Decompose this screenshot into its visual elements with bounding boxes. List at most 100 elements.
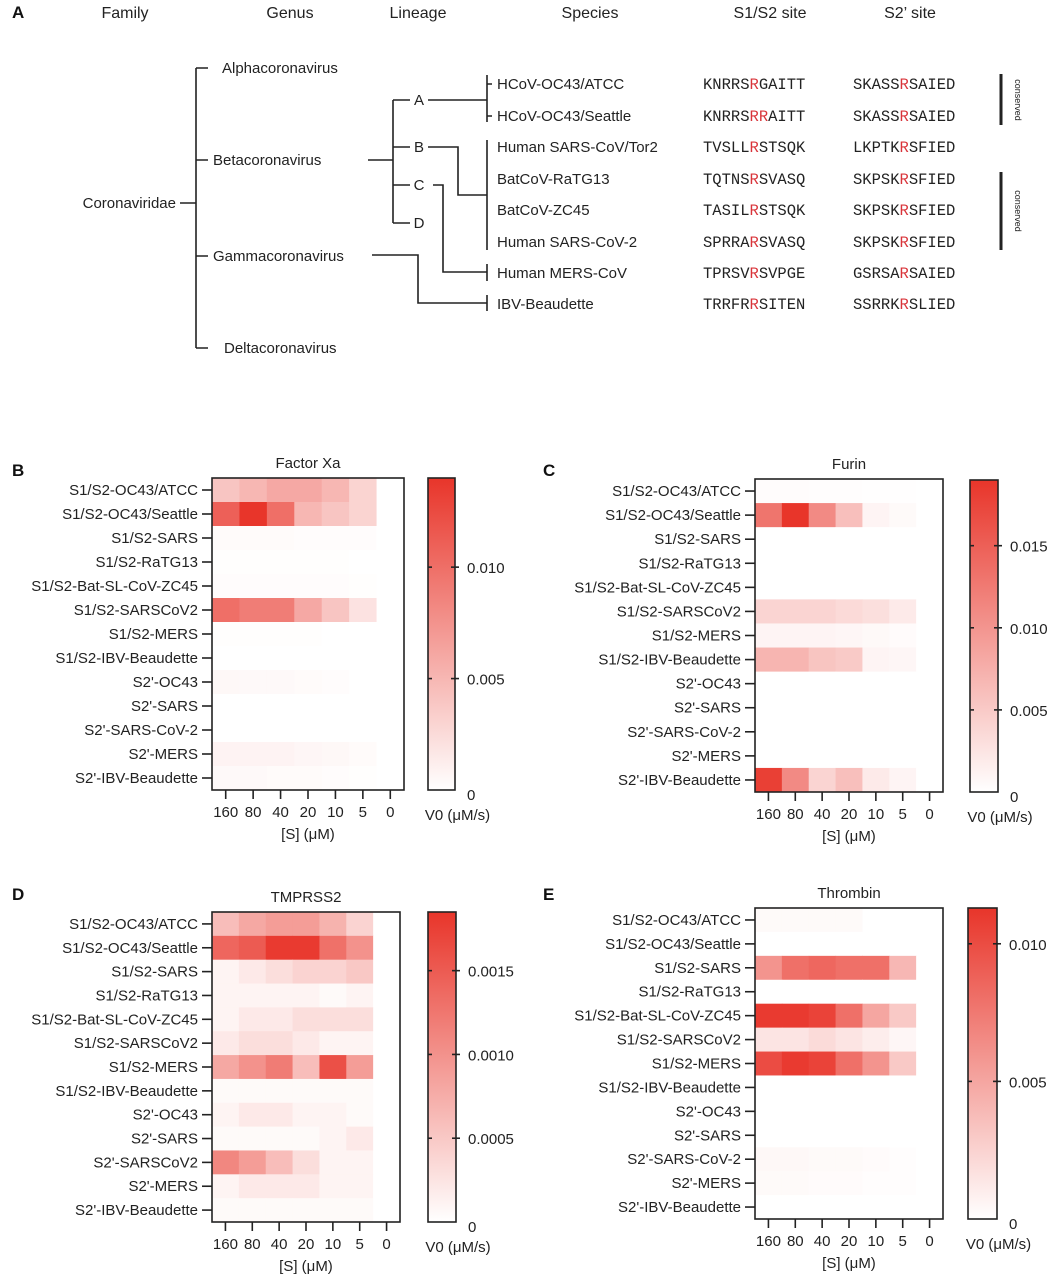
heatmap-cell	[239, 574, 268, 599]
s1s2-sequence: TPRSVRSVPGE	[703, 265, 805, 283]
heatmap-cell	[808, 551, 837, 576]
row-label: S2'-SARS	[674, 700, 741, 717]
species-name: Human MERS-CoV	[497, 265, 627, 282]
heatmap-cell	[239, 526, 268, 551]
cleavage-residue: R	[900, 265, 909, 283]
heatmap-cell	[755, 1099, 783, 1124]
heatmap-cell	[889, 551, 917, 576]
heatmap-cell	[212, 622, 240, 647]
phylogenetic-tree	[180, 67, 492, 349]
heatmap-cell	[266, 646, 295, 671]
heatmap-cell	[346, 959, 374, 985]
header-lineage: Lineage	[390, 5, 447, 22]
cleavage-residue: R	[750, 265, 759, 283]
heatmap-cell	[916, 955, 944, 981]
heatmap-cell	[808, 743, 837, 769]
heatmap-cell	[346, 1102, 374, 1128]
heatmap-cell	[916, 575, 944, 600]
heatmap-cell	[294, 526, 323, 551]
heatmap-cell	[781, 623, 810, 649]
heatmap-cell	[755, 1195, 783, 1220]
heatmap-cell	[862, 599, 890, 624]
colorbar-tick-label: 0	[468, 1219, 476, 1236]
colorbar-tick-label: 0.015	[1010, 539, 1048, 556]
heatmap-cell	[373, 1126, 401, 1151]
heatmap-cell	[239, 694, 268, 719]
conserved-label: conserved	[1013, 190, 1023, 232]
panel-a: A Family Genus Lineage Species S1/S2 sit…	[12, 3, 1023, 357]
heatmap-cell	[238, 1198, 267, 1223]
s1s2-sequence: SPRRARSVASQ	[703, 234, 805, 252]
heatmap-cell	[292, 1055, 320, 1080]
heatmap-factor-xa: B Factor Xa S1/S2-OC43/ATCC S1/S2-OC43/Seat…	[12, 455, 505, 843]
heatmap-cell	[294, 550, 323, 575]
colorbar-tick-label: 0.0015	[468, 964, 514, 981]
heatmap-cell	[862, 503, 890, 528]
heatmap-cell	[889, 955, 917, 981]
heatmap-cell	[916, 479, 944, 504]
x-tick-label: 80	[244, 1236, 261, 1253]
heatmap-cell	[373, 1078, 401, 1104]
heatmap-cell	[862, 979, 890, 1005]
lineage-label: B	[414, 139, 424, 156]
heatmap-cell	[238, 959, 267, 985]
heatmap-cell	[212, 742, 240, 767]
heatmap-cell	[862, 931, 890, 957]
header-s2prime-site: S2’ site	[884, 5, 936, 22]
heatmap-cell	[265, 1007, 294, 1032]
heatmap-cell	[212, 1174, 240, 1199]
heatmap-cell	[808, 767, 837, 793]
row-label: S1/S2-OC43/ATCC	[69, 482, 198, 499]
heatmap-cell	[862, 527, 890, 552]
row-label: S1/S2-SARSCoV2	[74, 1035, 198, 1052]
heatmap-cell	[835, 647, 863, 673]
x-tick-label: 0	[386, 804, 394, 821]
s1s2-sequence: TASILRSTSQK	[703, 202, 806, 220]
heatmap-cell	[755, 623, 783, 649]
heatmap-cell	[346, 1126, 374, 1151]
heatmap-cell	[376, 646, 405, 671]
s2prime-sequence: SKASSRSAIED	[853, 76, 955, 94]
heatmap-cell	[376, 622, 405, 647]
row-label: S2'-MERS	[128, 746, 198, 763]
heatmap-cell	[321, 598, 350, 623]
row-label: S1/S2-Bat-SL-CoV-ZC45	[31, 578, 198, 595]
heatmap-cell	[266, 718, 295, 743]
x-tick-label: 20	[841, 1233, 858, 1250]
heatmap-cell	[862, 623, 890, 649]
heatmap-cell	[889, 1195, 917, 1220]
species-name: BatCoV-RaTG13	[497, 171, 610, 188]
heatmap-cell	[346, 1174, 374, 1199]
colorbar-label: V0 (μM/s)	[967, 809, 1032, 826]
heatmap-cell	[835, 551, 863, 576]
heatmap-cell	[835, 1147, 863, 1172]
panel-letter: E	[543, 885, 554, 904]
heatmap-cell	[292, 1102, 320, 1128]
heatmap-cell	[212, 912, 240, 937]
heatmap-cell	[835, 695, 863, 721]
colorbar-tick-label: 0.0005	[468, 1131, 514, 1148]
heatmap-cell	[755, 647, 783, 673]
heatmap-cell	[889, 1027, 917, 1053]
header-genus: Genus	[266, 5, 313, 22]
heatmap-cell	[781, 1123, 810, 1148]
cleavage-residue: R	[900, 296, 909, 314]
s2prime-sequence: SKPSKRSFIED	[853, 171, 955, 189]
heatmap-cell	[835, 979, 863, 1005]
genus-label: Deltacoronavirus	[224, 340, 337, 357]
heatmap-cell	[373, 1007, 401, 1032]
row-label: S1/S2-OC43/ATCC	[69, 916, 198, 933]
sequence-part: TASIL	[703, 202, 750, 220]
heatmap-cell	[916, 503, 944, 528]
heatmap-cell	[755, 695, 783, 721]
heatmap-cell	[294, 670, 323, 695]
x-tick-label: 40	[814, 1233, 831, 1250]
heatmap-cell	[292, 1078, 320, 1104]
heatmap-cell	[349, 574, 378, 599]
heatmap-cell	[294, 742, 323, 767]
heatmap-cell	[373, 935, 401, 961]
header-family: Family	[101, 5, 148, 22]
heatmap-cell	[781, 955, 810, 981]
heatmap-cell	[755, 1123, 783, 1148]
heatmap-cell	[889, 671, 917, 697]
